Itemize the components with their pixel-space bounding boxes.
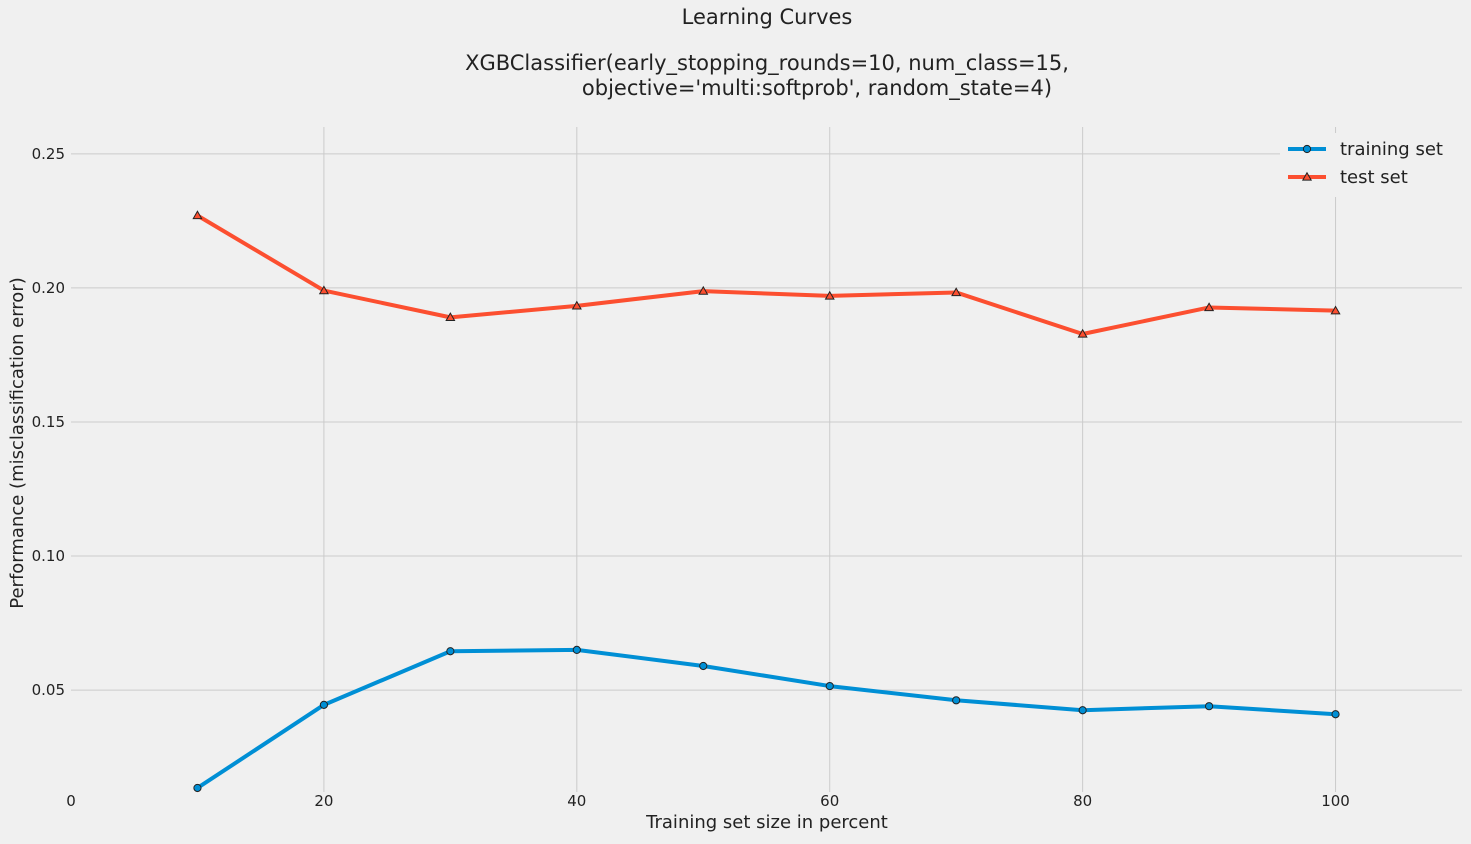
data-point-test-set — [192, 210, 203, 220]
data-point-training-set — [1204, 702, 1214, 711]
x-axis-label: Training set size in percent — [645, 812, 888, 833]
data-point-training-set — [699, 661, 708, 671]
legend: training set test set — [1280, 133, 1462, 197]
y-tick-label: 0.05 — [32, 681, 65, 699]
data-point-training-set — [1078, 706, 1087, 715]
series-line-test-set — [196, 213, 1336, 337]
x-tick-label: 0 — [66, 792, 76, 810]
data-point-test-set — [1204, 302, 1215, 312]
data-point-training-set — [572, 645, 581, 654]
chart-subtitle-line-2: objective='multi:softprob', random_state… — [582, 76, 1052, 101]
legend-label-test-set: test set — [1340, 167, 1408, 188]
legend-background — [1280, 133, 1462, 197]
data-point-training-set — [825, 681, 834, 691]
x-tick-label: 60 — [820, 792, 839, 810]
grid-lines — [71, 127, 1462, 792]
data-point-test-set — [445, 312, 456, 322]
data-series — [192, 210, 1341, 793]
series-line-training-set — [196, 647, 1336, 790]
data-point-training-set — [952, 696, 961, 705]
y-tick-label: 0.25 — [32, 145, 65, 163]
legend-label-training-set: training set — [1340, 139, 1443, 160]
tick-labels: 0 20 40 60 80 100 0.05 0.10 0.15 0.20 0.25 — [32, 145, 1350, 810]
data-point-training-set — [1331, 710, 1340, 719]
y-axis-label: Performance (misclassification error) — [7, 277, 28, 608]
y-tick-label: 0.20 — [32, 279, 65, 297]
data-point-test-set — [1330, 305, 1341, 315]
data-point-training-set — [446, 647, 455, 656]
data-point-training-set — [193, 783, 202, 793]
x-tick-label: 100 — [1321, 792, 1350, 810]
legend-marker-training-set — [1302, 144, 1312, 154]
data-point-test-set — [698, 285, 709, 295]
data-point-test-set — [571, 300, 582, 310]
data-point-test-set — [318, 285, 329, 295]
data-point-test-set — [824, 290, 835, 300]
x-tick-label: 20 — [314, 792, 333, 810]
chart-subtitle-line-1: XGBClassifier(early_stopping_rounds=10, … — [465, 51, 1069, 76]
y-tick-label: 0.10 — [32, 547, 65, 565]
chart-title: Learning Curves — [682, 5, 853, 29]
x-tick-label: 80 — [1073, 792, 1092, 810]
x-tick-label: 40 — [567, 792, 586, 810]
data-point-test-set — [951, 287, 962, 297]
y-tick-label: 0.15 — [32, 413, 65, 431]
data-point-training-set — [319, 700, 329, 709]
legend-marker-test-set — [1301, 171, 1313, 181]
data-point-test-set — [1077, 328, 1088, 338]
